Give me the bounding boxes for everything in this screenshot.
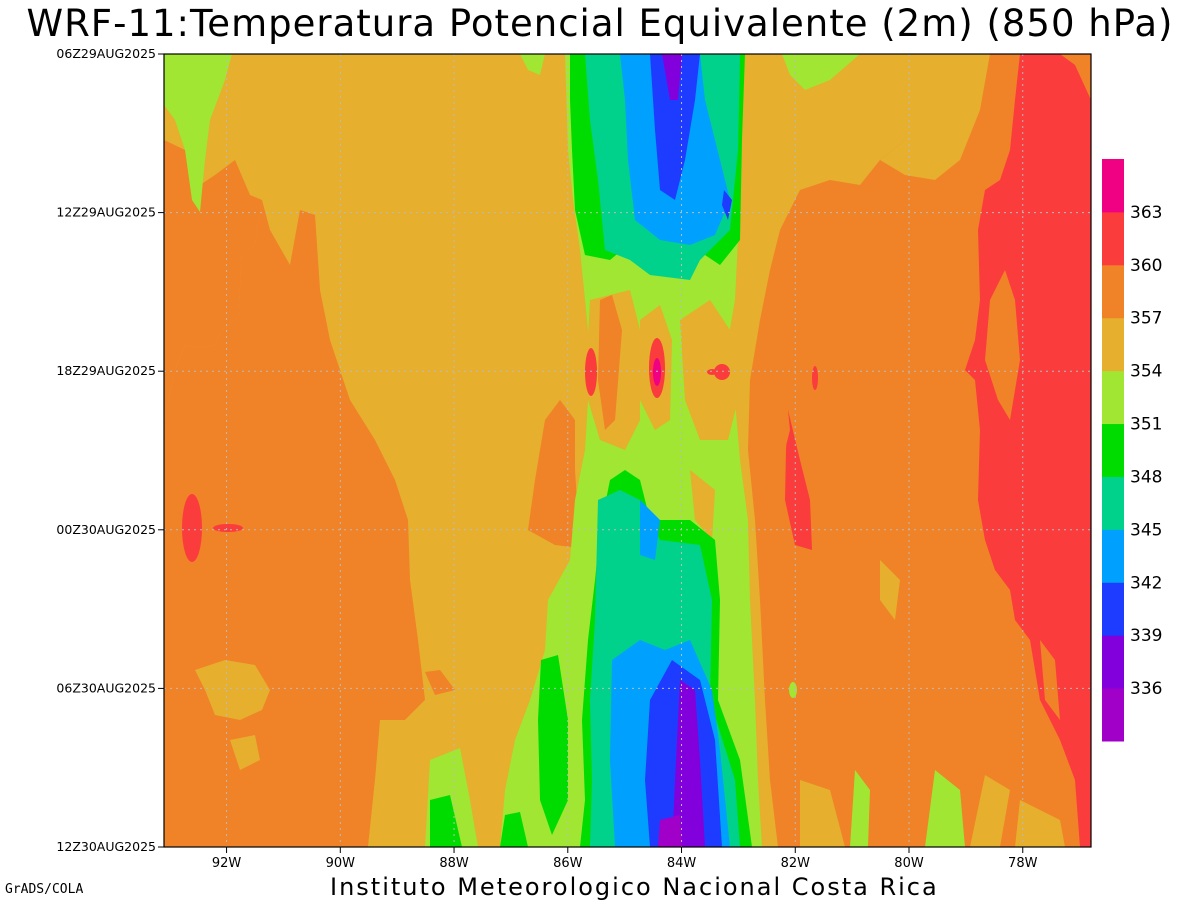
x-tick-label: 86W [553,856,583,871]
contour-region-360 [598,295,622,430]
plot-frame [163,53,1092,848]
colorbar-label: 354 [1130,362,1162,382]
contour-region-357 [800,780,845,847]
contour-region-342 [650,54,700,200]
colorbar-label: 342 [1130,573,1162,593]
footer-institution: Instituto Meteorologico Nacional Costa R… [330,873,939,901]
y-tick-label: 06Z30AUG2025 [56,680,156,695]
software-credit: GrADS/COLA [5,882,84,897]
contour-region-357 [1015,800,1065,847]
contour-region-339 [672,680,705,847]
contour-region-360 [985,270,1020,420]
contour-region-357 [880,54,990,180]
contour-region-357 [690,470,715,540]
colorbar-label: 348 [1130,467,1162,487]
contour-cell-363 [213,524,243,532]
colorbar-swatch [1102,423,1124,477]
x-tick-label: 90W [326,856,356,871]
contour-region-357 [195,660,270,720]
colorbar-swatch [1102,582,1124,636]
contour-cell-354 [789,682,797,698]
colorbar-label: 357 [1130,309,1162,329]
contour-cell-363 [812,366,818,390]
contour-cell-363 [182,494,202,562]
contour-region-360 [1040,640,1060,720]
y-tick-label: 00Z30AUG2025 [56,522,156,537]
contour-cell-366 [653,358,661,386]
colorbar-label: 336 [1130,679,1162,699]
contour-region-354 [925,770,965,847]
contour-region-354 [520,54,545,75]
contour-region-357 [970,775,1010,847]
x-tick-label: 78W [1008,856,1038,871]
x-tick-label: 92W [212,856,242,871]
colorbar-swatch [1102,688,1124,742]
colorbar-swatch [1102,211,1124,266]
colorbar-swatch [1102,529,1124,583]
contour-region-360-northwest [164,140,262,420]
colorbar-label: 339 [1130,626,1162,646]
colorbar-label: 351 [1130,415,1162,435]
y-tick-label: 12Z30AUG2025 [56,839,156,854]
contour-region-363 [785,410,812,550]
colorbar-label: 360 [1130,256,1162,276]
contour-region-363-east [965,54,1091,847]
colorbar: 336 339 342 345 348 351 354 357 360 363 [1102,159,1162,742]
colorbar-swatch [1102,264,1124,319]
colorbar-label: 345 [1130,520,1162,540]
y-tick-label: 12Z29AUG2025 [56,205,156,220]
contour-region-354 [782,54,860,90]
contour-region-360 [1060,54,1091,100]
colorbar-swatch [1102,159,1124,213]
y-tick-label: 06Z29AUG2025 [56,46,156,61]
colorbar-swatch [1102,317,1124,372]
contour-region-351 [500,812,528,847]
contour-cell-363 [714,364,730,380]
contour-region-360 [528,400,580,548]
y-axis: 06Z29AUG2025 12Z29AUG2025 18Z29AUG2025 00Z3… [56,46,164,854]
contour-cell-363 [707,369,717,375]
colorbar-swatch [1102,370,1124,425]
contour-region-360 [752,360,790,470]
x-tick-label: 84W [667,856,697,871]
y-tick-label: 18Z29AUG2025 [56,363,156,378]
contour-cell-363 [585,348,597,396]
colorbar-label: 363 [1130,203,1162,223]
contour-region-354 [850,770,870,847]
contour-field [164,54,1091,847]
x-tick-label: 88W [439,856,469,871]
contour-region-339 [662,54,682,100]
chart-title: WRF-11:Temperatura Potencial Equivalente… [26,2,1174,45]
contour-region-357 [880,560,900,620]
contour-region-336 [658,815,682,847]
contour-region-354 [164,54,232,212]
colorbar-swatch [1102,476,1124,530]
x-tick-label: 80W [894,856,924,871]
contour-region-351 [538,655,568,835]
contour-region-357 [230,735,260,770]
x-tick-label: 82W [781,856,811,871]
x-axis: 92W 90W 88W 86W 84W 82W 80W 78W [212,847,1038,871]
colorbar-swatch [1102,635,1124,689]
